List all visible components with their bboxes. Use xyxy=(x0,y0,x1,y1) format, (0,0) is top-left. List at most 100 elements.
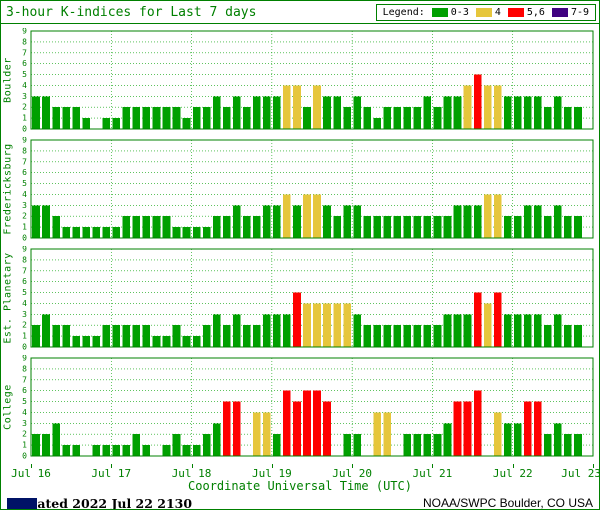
k-index-bar xyxy=(423,216,432,238)
svg-text:4: 4 xyxy=(22,190,27,199)
k-index-bar xyxy=(353,205,361,238)
legend-item-label: 5,6 xyxy=(526,6,545,18)
svg-text:0: 0 xyxy=(22,343,27,351)
x-axis-tick xyxy=(111,464,113,468)
k-index-bar xyxy=(574,107,582,129)
svg-text:5: 5 xyxy=(22,288,27,297)
svg-text:8: 8 xyxy=(22,146,27,155)
kindex-panel-row: Boulder 0 1 2 3 4 5 6 7 8 9 xyxy=(1,27,599,134)
k-index-bar xyxy=(42,434,50,456)
k-index-bar xyxy=(192,227,201,238)
k-index-bar xyxy=(503,96,512,129)
legend-item: 5,6 xyxy=(507,6,545,18)
k-index-bar xyxy=(463,401,472,456)
k-index-bar xyxy=(42,205,50,238)
k-index-bar xyxy=(232,96,241,129)
svg-text:3: 3 xyxy=(22,310,27,319)
k-index-bar xyxy=(413,325,422,347)
k-index-bar xyxy=(122,107,131,129)
k-index-bar xyxy=(363,107,372,129)
k-index-bar xyxy=(232,314,241,347)
k-index-bar xyxy=(152,107,161,129)
k-index-bar xyxy=(554,205,562,238)
k-index-bar xyxy=(202,107,211,129)
k-index-bar xyxy=(393,325,402,347)
k-index-bar xyxy=(122,445,131,456)
x-tick-label: Jul 20 xyxy=(332,467,373,480)
k-index-bar xyxy=(333,216,341,238)
k-index-bar xyxy=(564,325,572,347)
k-index-bar xyxy=(293,85,301,129)
x-tick-label: Jul 16 xyxy=(11,467,51,480)
k-index-bar xyxy=(333,303,341,347)
k-index-bar xyxy=(313,85,321,129)
k-index-bar xyxy=(202,434,211,456)
k-index-bar xyxy=(142,216,151,238)
x-tick-label: Jul 19 xyxy=(251,467,292,480)
k-index-bar xyxy=(32,205,40,238)
k-index-bar xyxy=(222,107,231,129)
svg-text:2: 2 xyxy=(22,321,27,330)
k-index-bar xyxy=(212,96,221,129)
k-index-bar xyxy=(212,216,221,238)
k-index-bar xyxy=(62,325,70,347)
x-tick-label: Jul 23 xyxy=(561,467,600,480)
k-index-bar xyxy=(32,325,40,347)
legend-item-label: 7-9 xyxy=(570,6,589,18)
station-label: Fredericksburg xyxy=(2,143,14,235)
svg-text:3: 3 xyxy=(22,201,27,210)
k-index-bar xyxy=(513,314,522,347)
k-index-bar xyxy=(202,325,211,347)
k-index-bar xyxy=(192,445,201,456)
k-index-bar xyxy=(383,216,392,238)
k-index-bar xyxy=(533,205,542,238)
kindex-plot-fredericksburg: 0 1 2 3 4 5 6 7 89 xyxy=(22,136,594,243)
x-axis-tick xyxy=(512,464,514,468)
k-index-bar xyxy=(162,216,171,238)
k-index-bar xyxy=(473,205,482,238)
x-axis: Jul 16 Jul 17 Jul 18 Jul 19 Jul 20 Jul 21 Jul … xyxy=(11,464,600,480)
k-index-bar xyxy=(192,336,201,347)
k-index-bar xyxy=(554,96,562,129)
k-index-bar xyxy=(463,85,472,129)
k-index-bar xyxy=(62,107,70,129)
k-index-bar xyxy=(222,401,231,456)
k-index-bar xyxy=(212,423,221,456)
k-index-bar xyxy=(574,216,582,238)
legend-label: Legend: xyxy=(382,6,425,18)
k-index-bar xyxy=(533,314,542,347)
svg-text:3: 3 xyxy=(22,92,27,101)
k-index-bar xyxy=(373,325,382,347)
svg-text:5: 5 xyxy=(22,397,27,406)
k-index-bar xyxy=(323,303,331,347)
k-index-bar xyxy=(72,227,80,238)
k-index-bar xyxy=(343,303,351,347)
k-index-bar xyxy=(523,96,532,129)
k-index-bar xyxy=(373,412,382,456)
svg-text:0: 0 xyxy=(22,234,27,242)
k-index-bar xyxy=(453,314,462,347)
k-index-bar xyxy=(343,434,351,456)
k-index-bar xyxy=(323,96,331,129)
k-index-bar xyxy=(493,292,502,347)
svg-text:1: 1 xyxy=(22,332,27,341)
k-index-bar xyxy=(182,118,191,129)
k-index-bar xyxy=(544,107,552,129)
k-index-bar xyxy=(453,205,462,238)
svg-text:0: 0 xyxy=(22,125,27,133)
k-index-bar xyxy=(463,314,472,347)
k-index-bar xyxy=(283,194,291,238)
k-index-bar xyxy=(72,445,80,456)
k-index-bar xyxy=(82,118,91,129)
k-index-bar xyxy=(273,314,281,347)
legend-item: 7-9 xyxy=(551,6,589,18)
k-index-bar xyxy=(473,292,482,347)
k-index-bar xyxy=(544,434,552,456)
k-index-bar xyxy=(102,325,111,347)
k-index-bar xyxy=(273,205,281,238)
k-index-bar xyxy=(313,194,321,238)
k-index-bar xyxy=(122,325,131,347)
chart-title: 3-hour K-indices for Last 7 days xyxy=(6,4,257,20)
k-index-bar xyxy=(52,325,60,347)
k-index-bar xyxy=(102,118,111,129)
